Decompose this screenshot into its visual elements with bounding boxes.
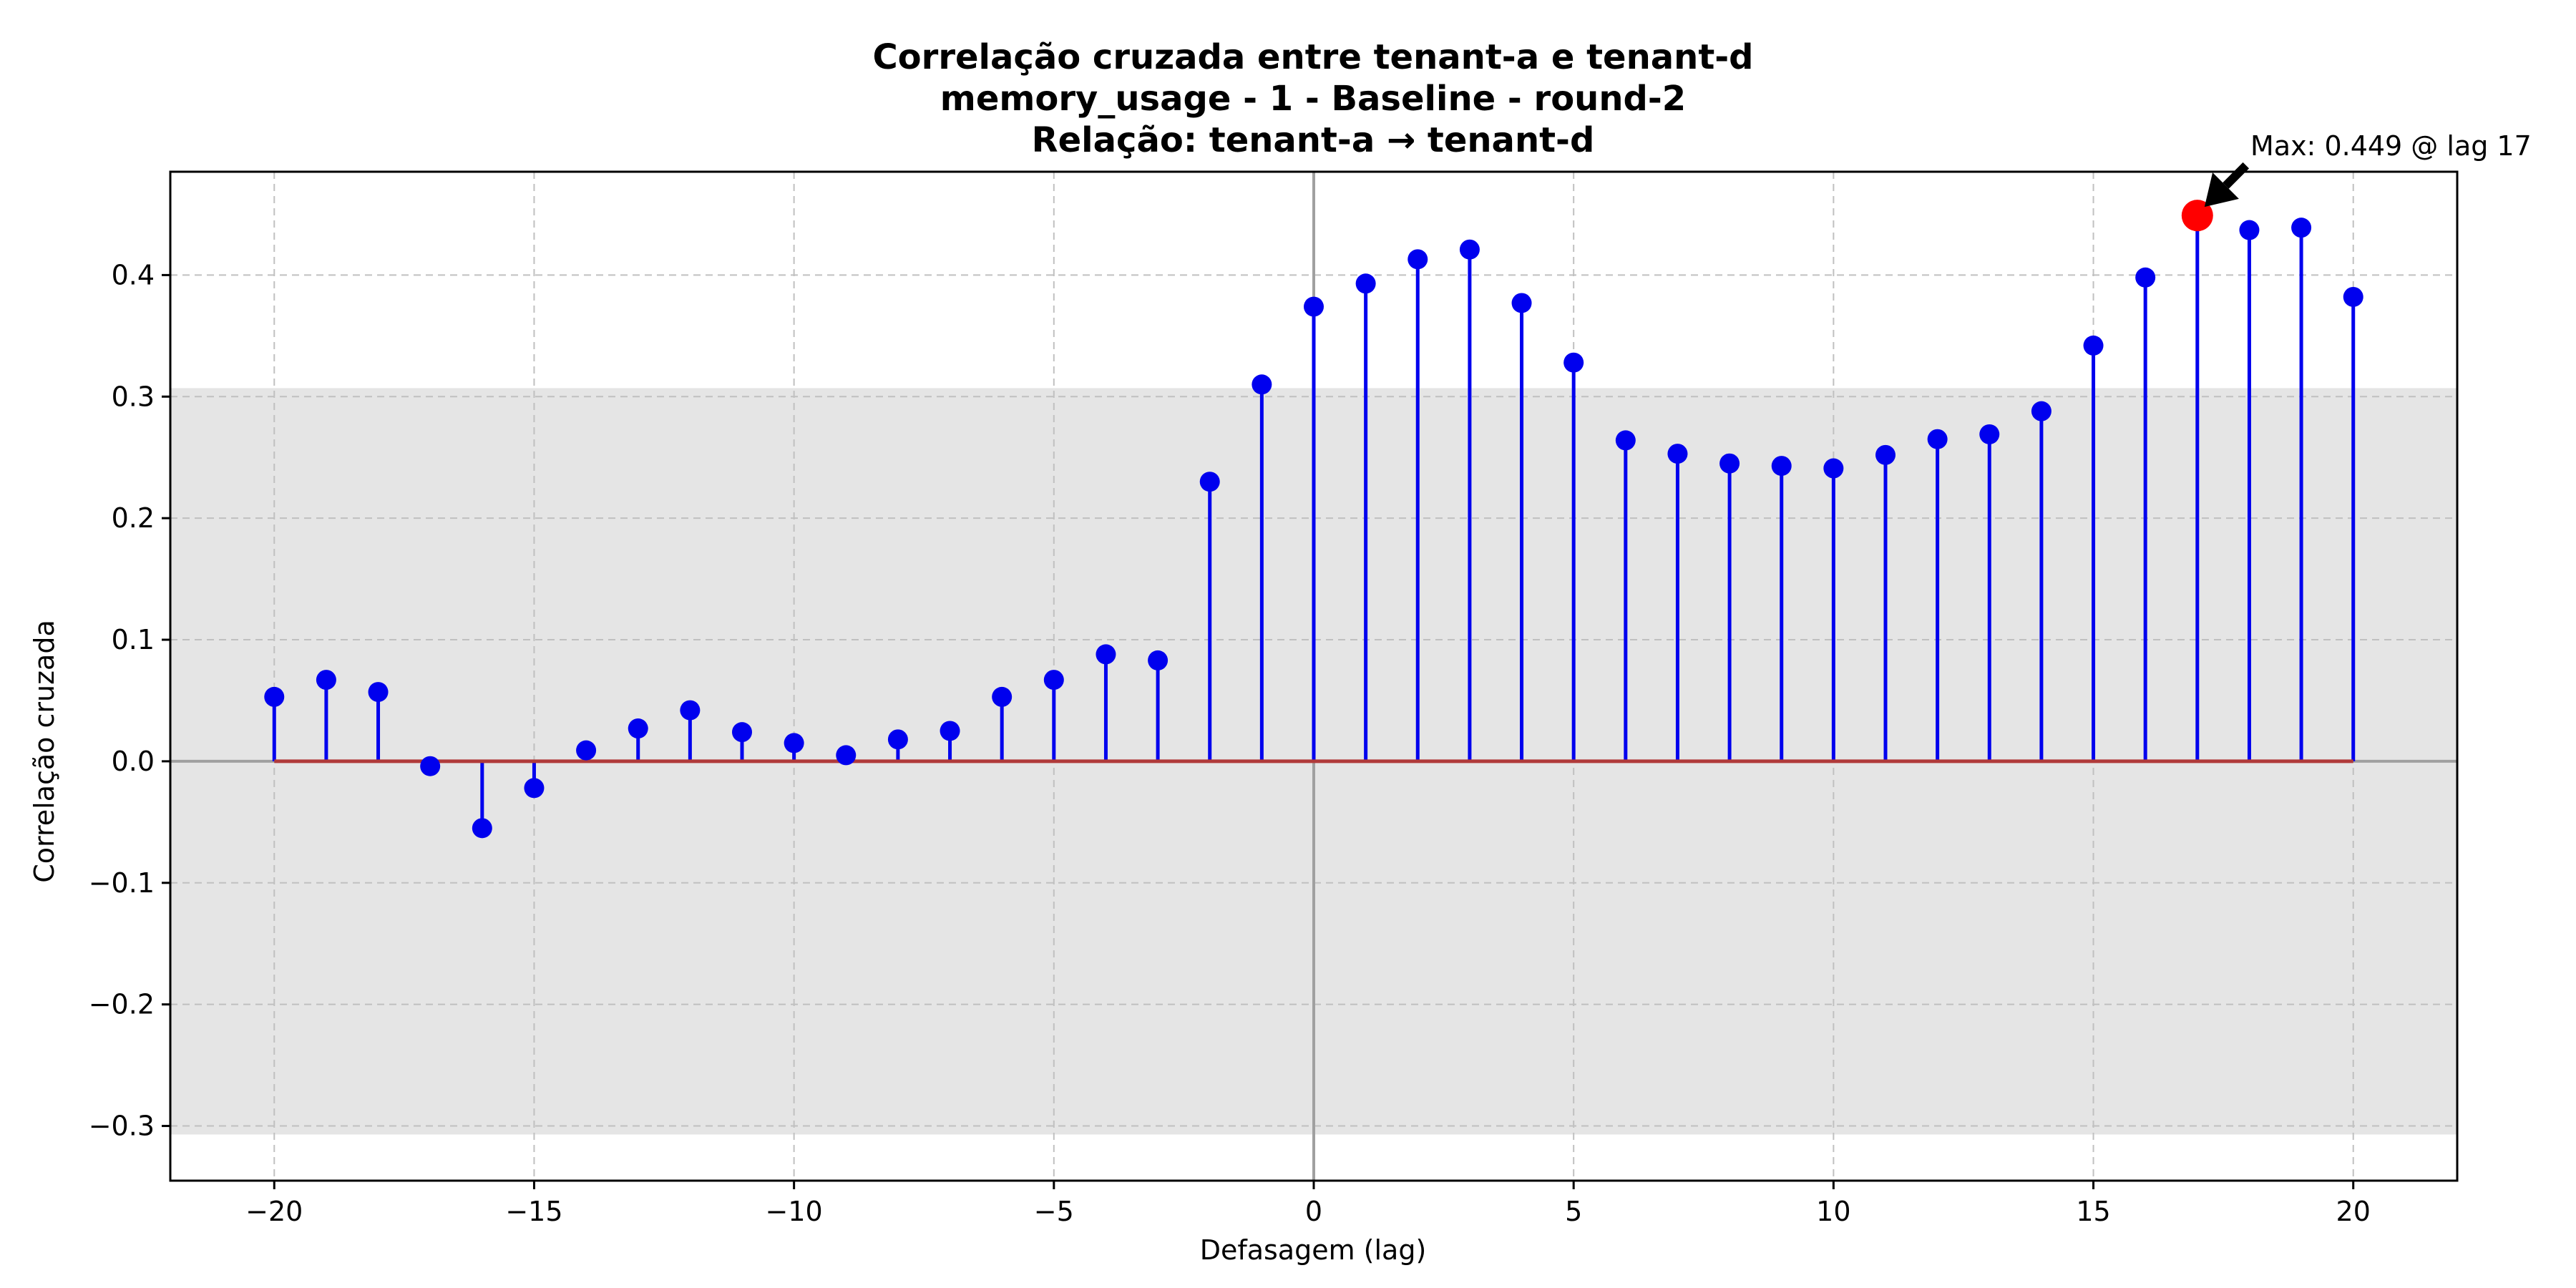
stem-marker-lag-0	[1304, 296, 1324, 317]
stem-marker-lag-13	[1979, 424, 2000, 444]
x-tick-label-6: 10	[1816, 1196, 1850, 1227]
stem-marker-lag--11	[732, 722, 752, 743]
stem-marker-lag--14	[576, 740, 597, 761]
stem-marker-lag--13	[628, 718, 648, 739]
stem-marker-lag-2	[1407, 249, 1428, 270]
stem-marker-lag--15	[524, 778, 545, 799]
stem-marker-lag-7	[1667, 444, 1688, 464]
x-tick-label-8: 20	[2336, 1196, 2371, 1227]
stem-marker-lag-16	[2135, 267, 2156, 288]
title-line-2: memory_usage - 1 - Baseline - round-2	[940, 79, 1686, 119]
stem-marker-lag-14	[2031, 401, 2051, 421]
title-line-1: Correlação cruzada entre tenant-a e tena…	[872, 37, 1753, 77]
stem-series	[264, 200, 2363, 839]
stem-marker-lag--5	[1043, 670, 1064, 691]
stem-marker-lag-5	[1563, 352, 1584, 373]
annotation-arrow-head	[2204, 172, 2239, 208]
y-tick-label-7: 0.4	[112, 259, 155, 291]
stem-marker-lag--7	[940, 721, 960, 741]
stem-marker-lag-6	[1615, 430, 1636, 451]
x-tick-label-4: 0	[1305, 1196, 1322, 1227]
max-marker	[2181, 200, 2213, 232]
title-line-3: Relação: tenant-a → tenant-d	[1032, 120, 1595, 160]
y-axis-label: Correlação cruzada	[29, 620, 60, 883]
x-tick-label-1: −15	[505, 1196, 562, 1227]
stem-marker-lag-12	[1927, 429, 1948, 449]
stem-marker-lag--8	[887, 729, 908, 750]
max-annotation: Max: 0.449 @ lag 17	[2204, 130, 2532, 208]
stem-marker-lag--6	[992, 686, 1013, 707]
max-annotation-text: Max: 0.449 @ lag 17	[2250, 130, 2532, 162]
stem-marker-lag--4	[1096, 644, 1116, 665]
y-tick-label-4: 0.1	[112, 624, 155, 655]
y-tick-label-5: 0.2	[112, 502, 155, 534]
stem-marker-lag-3	[1459, 239, 1480, 260]
stem-marker-lag-4	[1511, 293, 1532, 313]
y-tick-label-2: −0.1	[89, 867, 155, 899]
stem-marker-lag-1	[1355, 273, 1376, 294]
x-tick-label-2: −10	[766, 1196, 823, 1227]
stem-marker-lag-10	[1823, 458, 1844, 479]
stem-marker-lag--12	[680, 700, 701, 721]
stem-marker-lag-20	[2343, 286, 2363, 307]
stem-marker-lag-19	[2291, 218, 2312, 238]
stem-marker-lag-8	[1719, 453, 1740, 474]
stem-marker-lag--1	[1252, 374, 1272, 395]
stem-marker-lag--18	[368, 682, 389, 703]
stem-marker-lag--10	[784, 733, 804, 753]
stem-marker-lag--3	[1148, 650, 1169, 670]
x-tick-label-0: −20	[245, 1196, 303, 1227]
stem-marker-lag--2	[1199, 472, 1220, 492]
x-axis-label: Defasagem (lag)	[1200, 1234, 1427, 1266]
y-tick-label-6: 0.3	[112, 381, 155, 412]
chart-title: Correlação cruzada entre tenant-a e tena…	[872, 37, 1753, 160]
y-axis-ticks: −0.3 −0.2 −0.1 0.0 0.1 0.2 0.3 0.4	[89, 259, 170, 1142]
stem-marker-lag-18	[2239, 220, 2260, 240]
x-tick-label-7: 15	[2076, 1196, 2110, 1227]
x-tick-label-3: −5	[1034, 1196, 1074, 1227]
y-tick-label-3: 0.0	[112, 746, 155, 777]
x-tick-label-5: 5	[1565, 1196, 1582, 1227]
stem-marker-lag-11	[1875, 444, 1896, 465]
stem-marker-lag--9	[836, 745, 857, 766]
stem-marker-lag-9	[1771, 456, 1792, 477]
y-tick-label-1: −0.2	[89, 989, 155, 1020]
stem-marker-lag--16	[472, 818, 492, 839]
stem-marker-lag--17	[420, 756, 441, 776]
x-axis-ticks: −20 −15 −10 −5 0 5 10 15 20	[245, 1181, 2371, 1227]
stem-marker-lag--19	[316, 670, 336, 691]
stem-marker-lag--20	[264, 686, 285, 707]
y-tick-label-0: −0.3	[89, 1111, 155, 1142]
annotation-arrow-shaft	[2223, 162, 2250, 189]
stem-marker-lag-15	[2083, 335, 2104, 356]
